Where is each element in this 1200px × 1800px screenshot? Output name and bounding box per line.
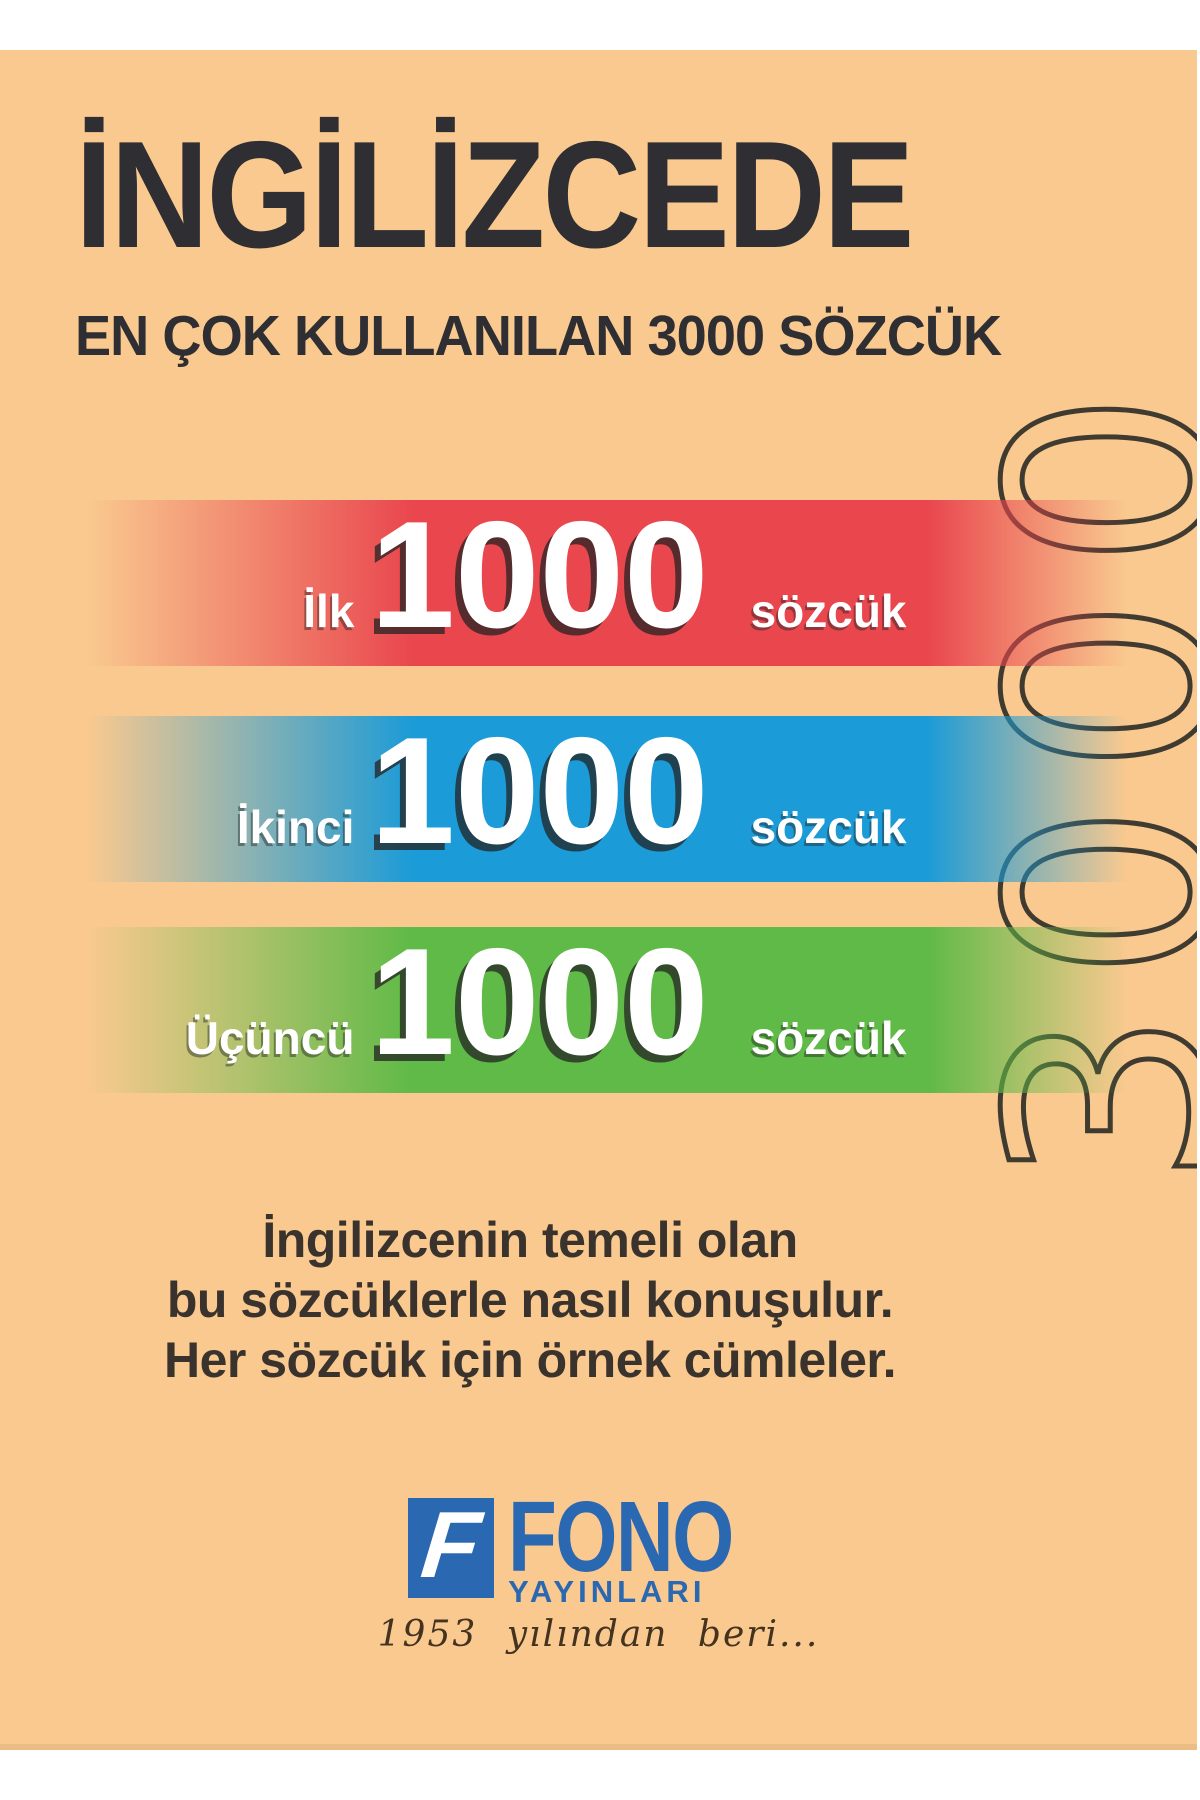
band-label: İkinci xyxy=(236,801,355,853)
cover-title: İNGİLİZCEDE xyxy=(75,110,914,280)
publisher-name: FONO xyxy=(508,1481,734,1593)
band-number: 1000 xyxy=(370,706,709,876)
fono-monogram-letter: F xyxy=(417,1492,486,1597)
description-line-2: bu sözcüklerle nasıl konuşulur. xyxy=(166,1272,894,1328)
publisher-tagline: 1953 yılından beri... xyxy=(377,1614,820,1655)
band-second-1000: İkinci 1000 sözcük xyxy=(88,706,1137,882)
band-third-1000: Üçüncü 1000 sözcük xyxy=(88,917,1137,1093)
publisher-logo: F FONO YAYINLARI 1953 yılından beri... xyxy=(0,1481,1197,1655)
cover-subtitle: EN ÇOK KULLANILAN 3000 SÖZCÜK xyxy=(75,304,1002,368)
fono-monogram: F xyxy=(408,1492,495,1598)
band-suffix: sözcük xyxy=(750,801,907,853)
band-content: İkinci 1000 sözcük xyxy=(88,706,1137,882)
publisher-logo-row: F FONO YAYINLARI xyxy=(408,1481,789,1607)
publisher-logo-text: FONO YAYINLARI xyxy=(508,1481,789,1607)
book-cover: İNGİLİZCEDE EN ÇOK KULLANILAN 3000 SÖZCÜ… xyxy=(0,50,1197,1750)
band-suffix: sözcük xyxy=(750,1012,907,1064)
cover-description: İngilizcenin temeli olan bu sözcüklerle … xyxy=(0,1210,1060,1390)
band-label: İlk xyxy=(303,585,355,637)
band-content: Üçüncü 1000 sözcük xyxy=(88,917,1137,1093)
band-first-1000: İlk 1000 sözcük xyxy=(88,490,1137,666)
publisher-subname: YAYINLARI xyxy=(508,1574,706,1609)
description-line-1: İngilizcenin temeli olan xyxy=(262,1212,798,1268)
band-suffix: sözcük xyxy=(750,585,907,637)
band-number: 1000 xyxy=(370,490,709,660)
band-label: Üçüncü xyxy=(185,1012,355,1064)
band-number: 1000 xyxy=(370,917,709,1087)
description-line-3: Her sözcük için örnek cümleler. xyxy=(163,1332,897,1388)
band-content: İlk 1000 sözcük xyxy=(88,490,1137,666)
